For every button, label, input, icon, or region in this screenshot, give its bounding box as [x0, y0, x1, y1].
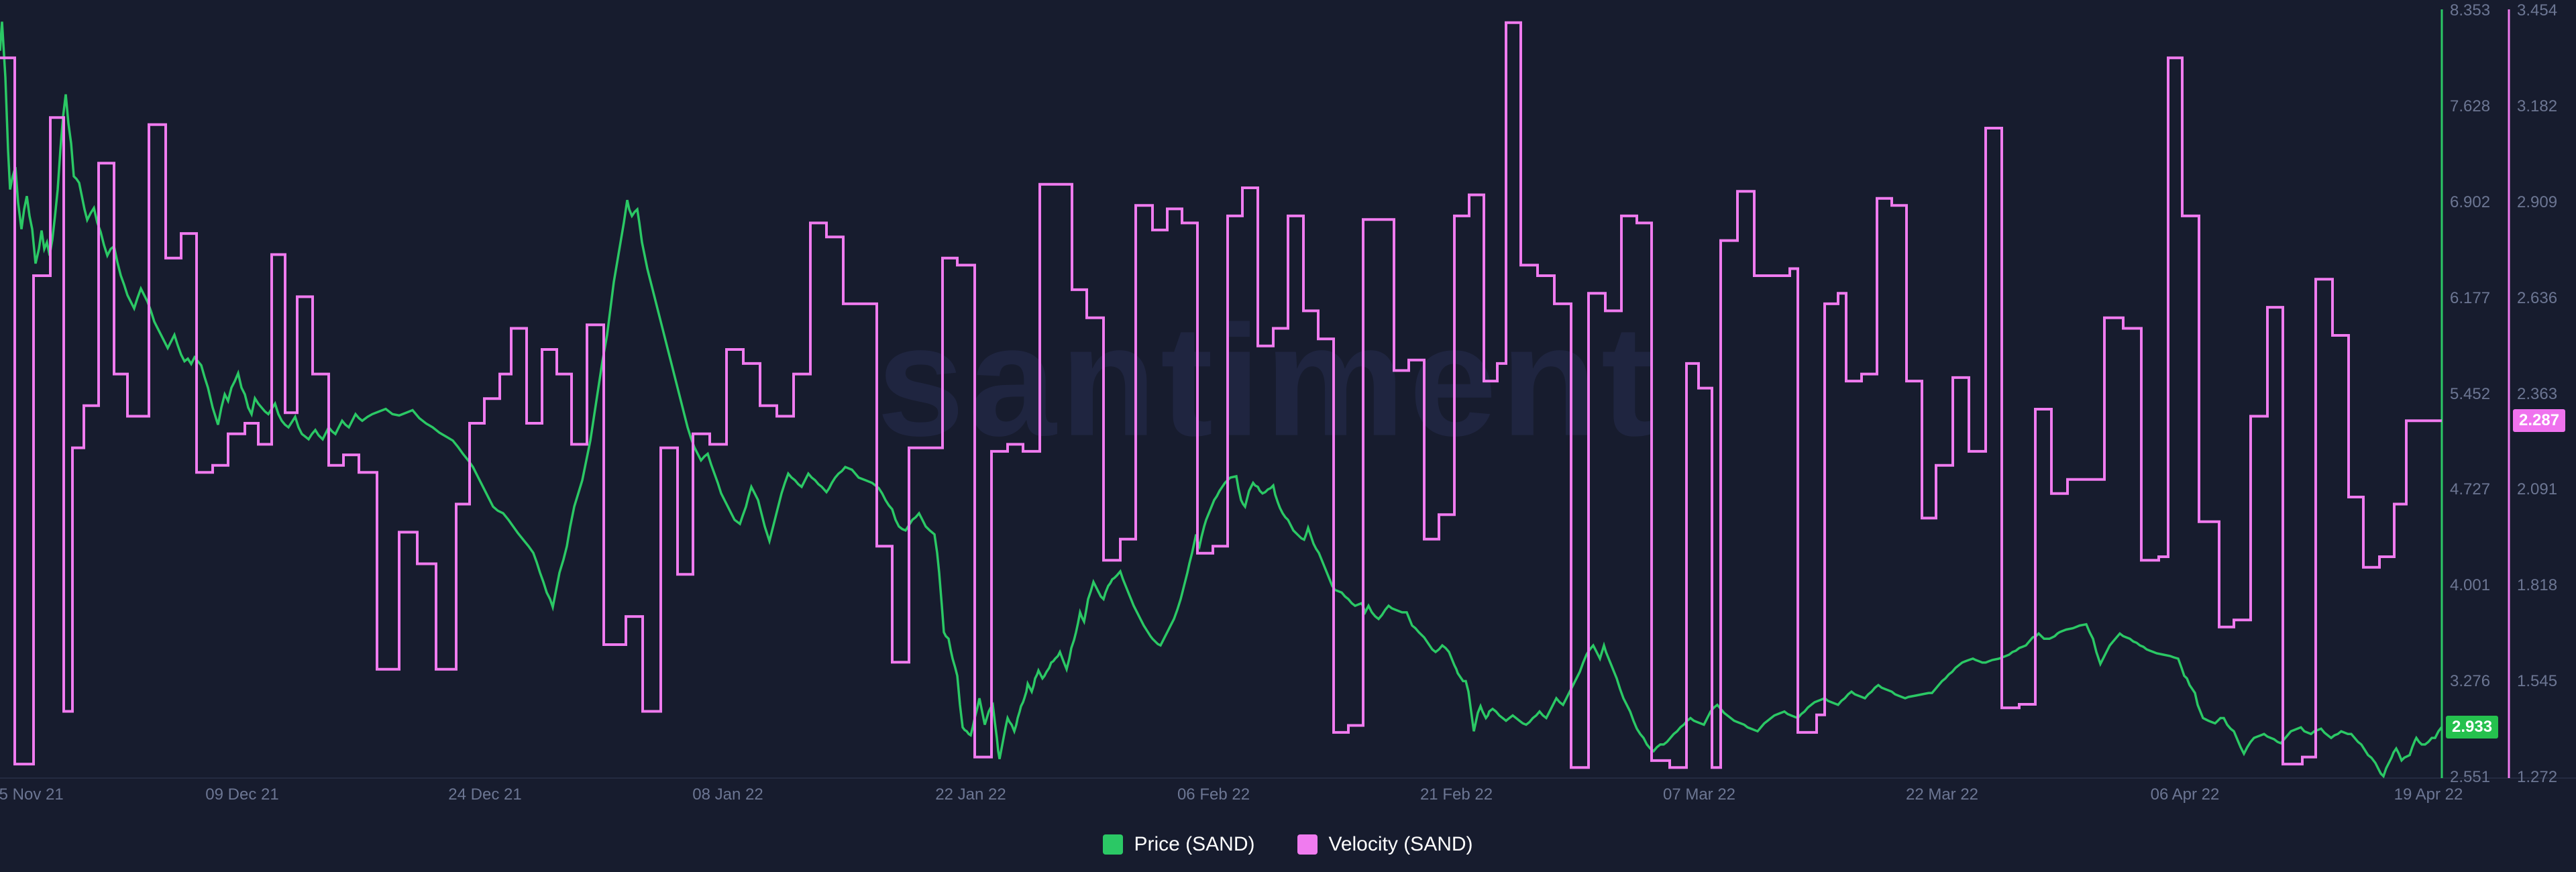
- price-axis-tick: 4.727: [2450, 480, 2491, 499]
- price-axis-tick: 2.551: [2450, 768, 2491, 786]
- velocity-axis-tick: 3.182: [2517, 97, 2558, 115]
- x-axis-tick: 25 Nov 21: [0, 785, 64, 804]
- x-axis-tick: 07 Mar 22: [1662, 785, 1736, 804]
- price-axis-tick: 4.001: [2450, 576, 2491, 595]
- velocity-axis-tick: 2.363: [2517, 384, 2558, 403]
- x-axis-tick: 21 Feb 22: [1419, 785, 1493, 804]
- x-axis-tick: 19 Apr 22: [2394, 785, 2463, 804]
- x-axis-tick: 22 Mar 22: [1905, 785, 1979, 804]
- price-axis-tick: 6.177: [2450, 288, 2491, 307]
- watermark: santiment: [877, 292, 1658, 469]
- legend-item-velocity[interactable]: Velocity (SAND): [1297, 833, 1473, 856]
- velocity-axis-tick: 1.818: [2517, 576, 2558, 595]
- x-axis-tick: 24 Dec 21: [448, 785, 522, 804]
- x-axis-tick: 08 Jan 22: [692, 785, 763, 804]
- price-series-swatch-icon: [1103, 834, 1124, 855]
- price-last-value-badge: 2.933: [2446, 715, 2499, 739]
- price-axis-tick: 7.628: [2450, 97, 2491, 115]
- price-axis-tick: 5.452: [2450, 384, 2491, 403]
- velocity-series-swatch-icon: [1297, 834, 1318, 855]
- price-axis-tick: 6.902: [2450, 193, 2491, 211]
- velocity-axis-tick: 1.545: [2517, 672, 2558, 691]
- velocity-last-value-badge: 2.287: [2513, 409, 2566, 433]
- x-axis-tick: 22 Jan 22: [935, 785, 1006, 804]
- x-axis-tick: 06 Apr 22: [2150, 785, 2220, 804]
- velocity-axis-tick: 1.272: [2517, 768, 2558, 786]
- x-axis-tick: 06 Feb 22: [1177, 785, 1250, 804]
- price-axis-tick: 8.353: [2450, 1, 2491, 19]
- legend-label-price: Price (SAND): [1134, 833, 1255, 855]
- legend-item-price[interactable]: Price (SAND): [1103, 833, 1254, 856]
- legend-label-velocity: Velocity (SAND): [1328, 833, 1473, 855]
- price-axis-tick: 3.276: [2450, 672, 2491, 691]
- x-axis-tick: 09 Dec 21: [205, 785, 279, 804]
- chart-legend: Price (SAND) Velocity (SAND): [0, 833, 2576, 856]
- velocity-axis-tick: 3.454: [2517, 1, 2558, 19]
- velocity-axis-tick: 2.636: [2517, 288, 2558, 307]
- velocity-axis-tick: 2.909: [2517, 193, 2558, 211]
- velocity-axis-tick: 2.091: [2517, 480, 2558, 499]
